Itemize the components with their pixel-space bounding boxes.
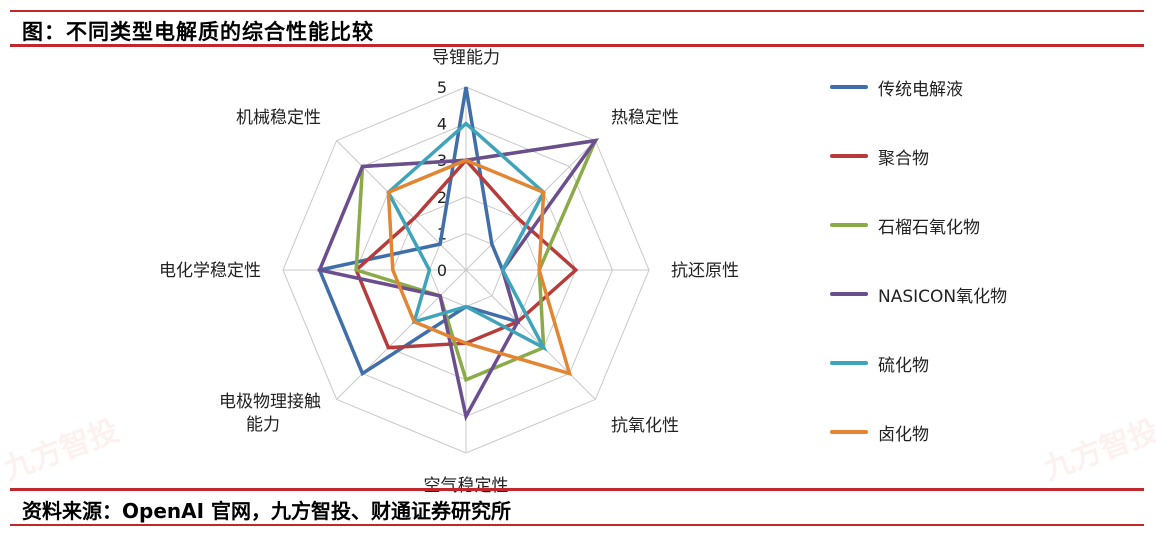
tick-label-0: 0 <box>437 261 447 280</box>
series-line-5 <box>386 121 548 352</box>
page-title: 图：不同类型电解质的综合性能比较 <box>22 20 374 44</box>
legend-label: 传统电解液 <box>878 79 963 100</box>
legend-label: NASICON氧化物 <box>878 286 1008 307</box>
axis-label-1: 导锂能力 <box>432 48 500 68</box>
axis-label-8: 机械稳定性 <box>236 108 321 128</box>
legend-swatch <box>830 292 868 296</box>
footer-rule-top <box>10 488 1144 491</box>
legend-item-4: NASICON氧化物 <box>830 281 1007 307</box>
legend-label: 卤化物 <box>878 424 929 445</box>
legend-item-6: 卤化物 <box>830 419 929 445</box>
axis-spoke-8 <box>336 140 467 271</box>
series-line-1 <box>317 86 521 377</box>
axis-spoke-6 <box>336 269 467 400</box>
tick-label-5: 5 <box>437 78 447 97</box>
top-rule-thin <box>10 10 1144 12</box>
footer-rule-bottom <box>10 524 1144 526</box>
legend-item-5: 硫化物 <box>830 350 929 376</box>
axis-label-7: 电化学稳定性 <box>159 261 261 281</box>
legend-label: 硫化物 <box>878 355 929 376</box>
legend-label: 聚合物 <box>878 148 929 169</box>
legend-item-3: 石榴石氧化物 <box>830 212 980 238</box>
series-line-3 <box>354 138 599 383</box>
legend-swatch <box>830 223 868 227</box>
legend-swatch <box>830 430 868 434</box>
axis-label-6: 电极物理接触能力 <box>219 392 321 435</box>
axis-spoke-4 <box>465 269 596 400</box>
title-rule-thick <box>10 44 1144 47</box>
axis-label-2: 热稳定性 <box>611 108 679 128</box>
axis-label-4: 抗氧化性 <box>611 416 679 436</box>
axis-spoke-2 <box>465 140 596 271</box>
legend-swatch <box>830 85 868 89</box>
axis-label-5: 空气稳定性 <box>424 476 509 496</box>
tick-label-2: 2 <box>437 188 447 207</box>
series-line-4 <box>317 138 600 422</box>
legend-item-2: 聚合物 <box>830 143 929 169</box>
legend-swatch <box>830 361 868 365</box>
series-line-6 <box>386 158 573 377</box>
legend-swatch <box>830 154 868 158</box>
source-note: 资料来源：OpenAI 官网，九方智投、财通证券研究所 <box>22 499 512 523</box>
legend-item-1: 传统电解液 <box>830 74 963 100</box>
tick-label-4: 4 <box>437 115 447 134</box>
axis-label-3: 抗还原性 <box>671 261 739 281</box>
legend-label: 石榴石氧化物 <box>878 217 980 238</box>
